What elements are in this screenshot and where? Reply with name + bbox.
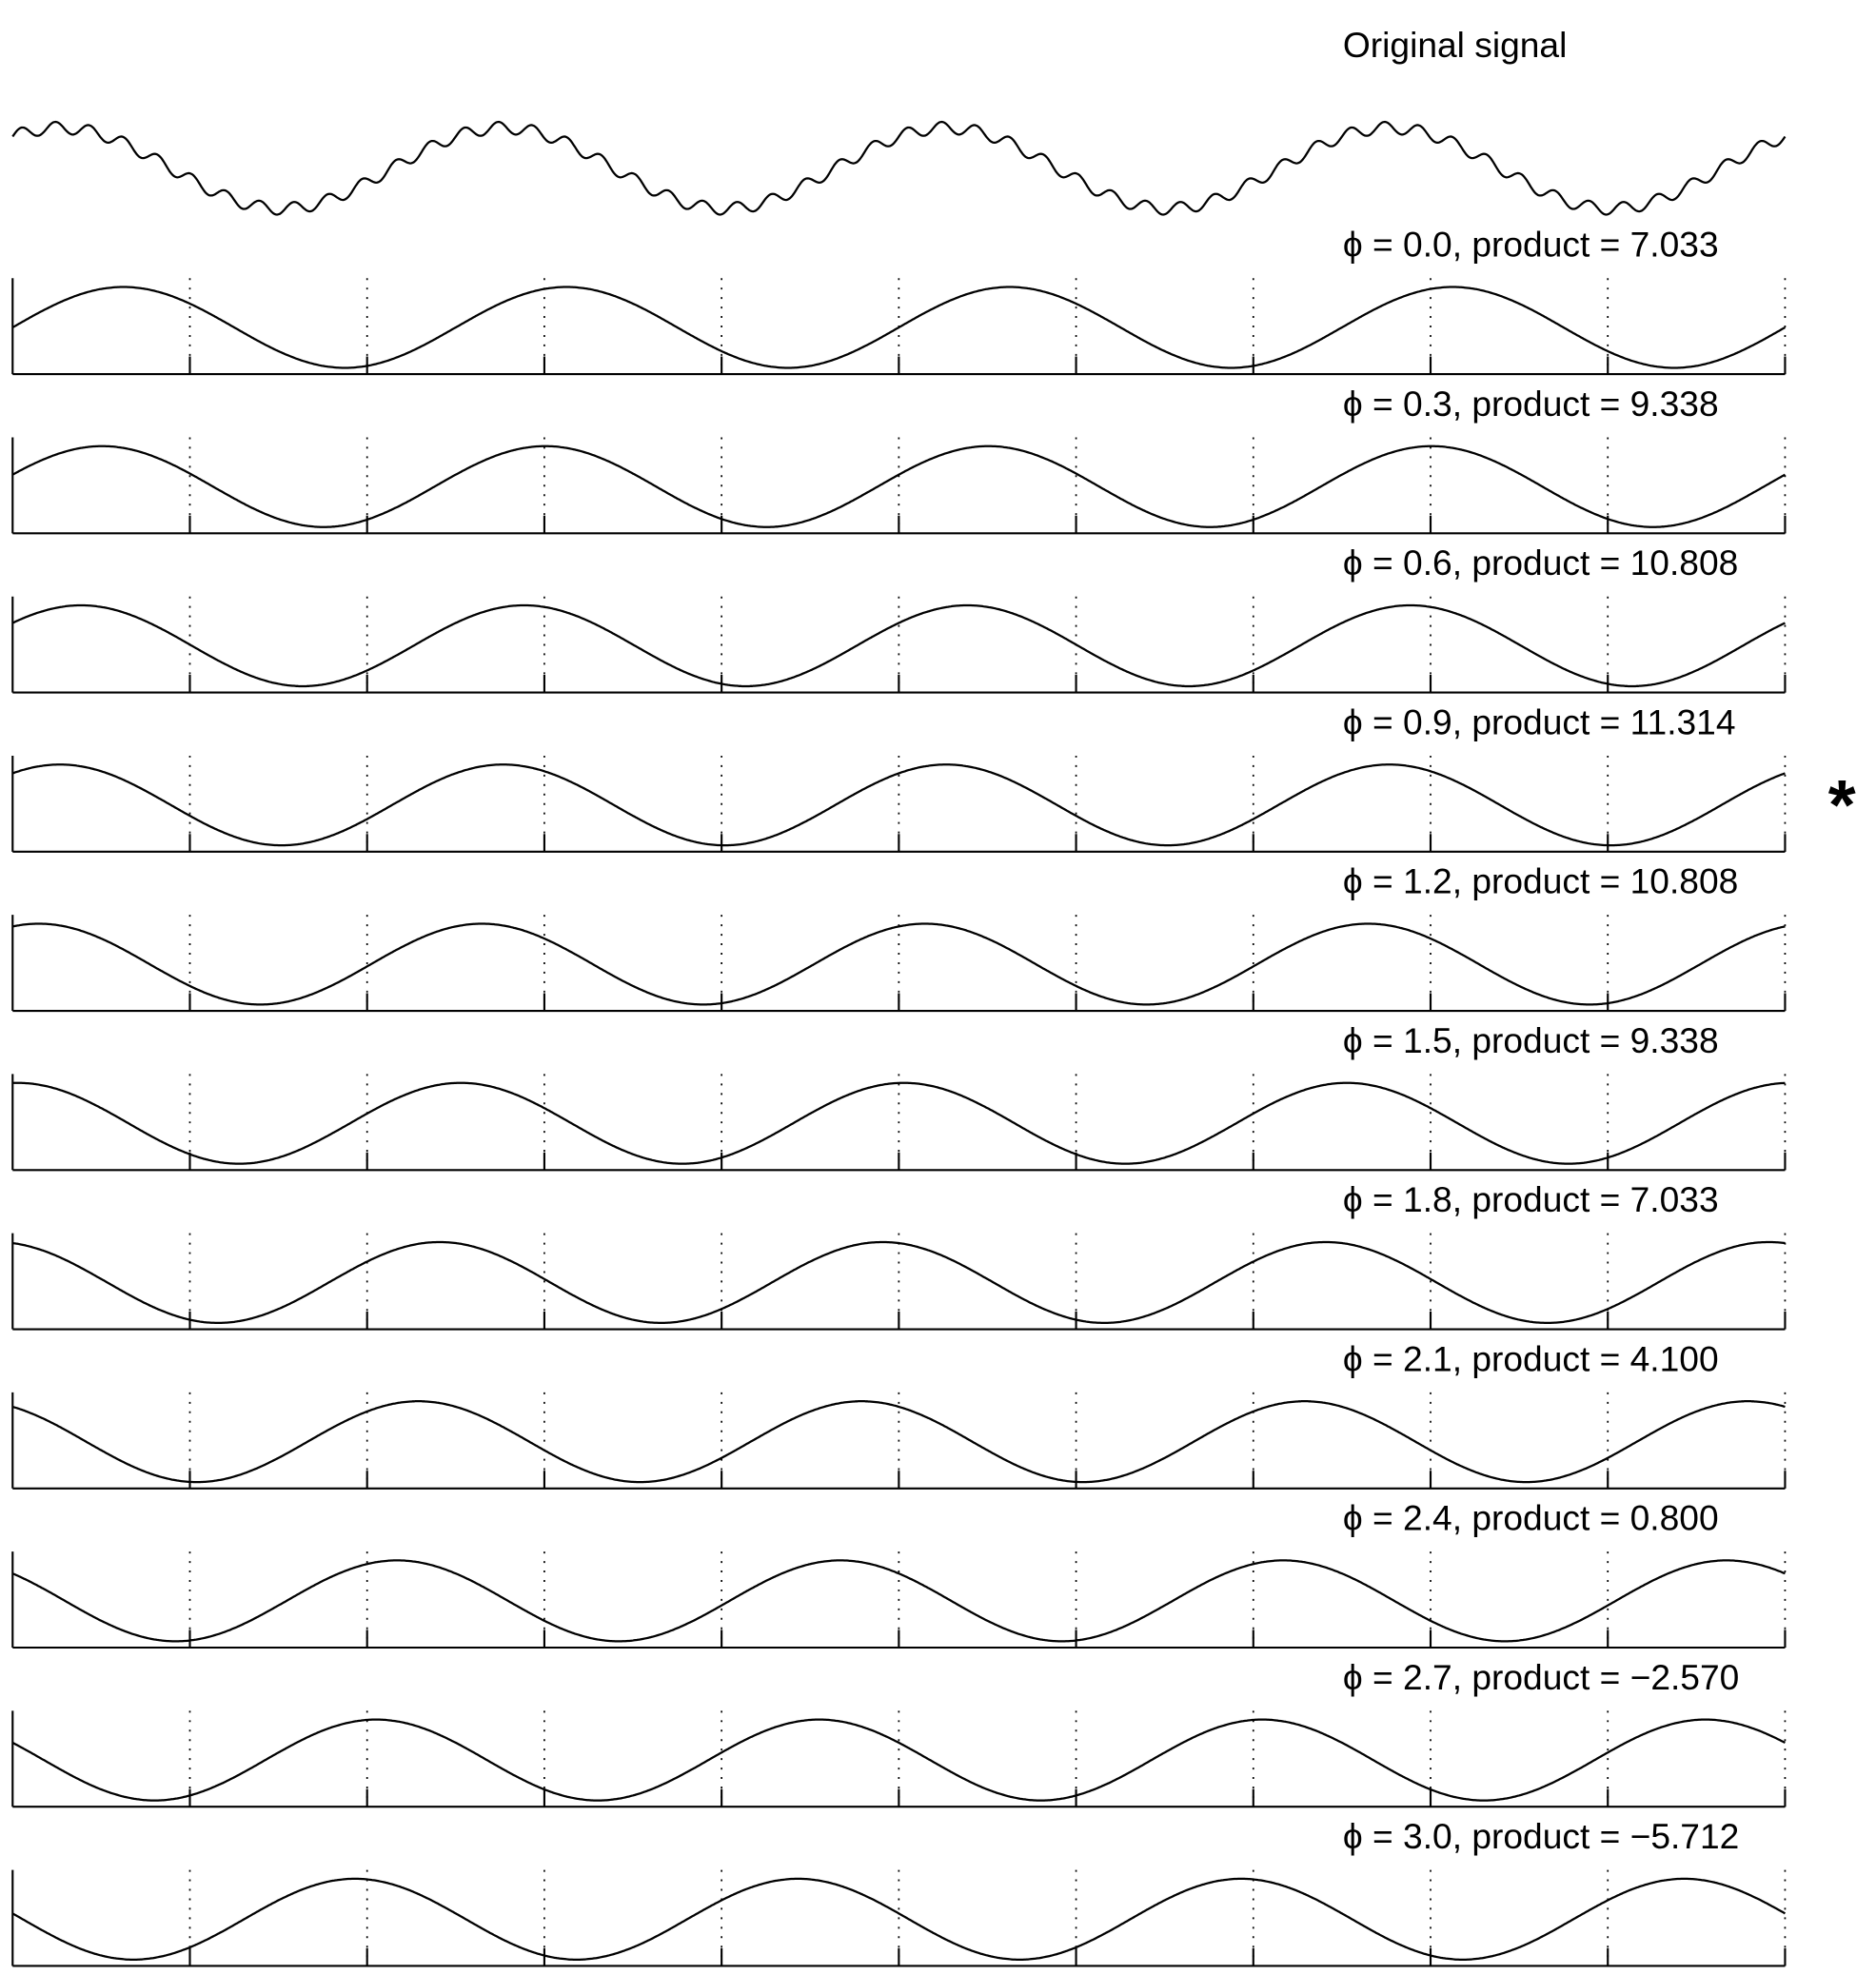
panel-title: ϕ = 1.8, product = 7.033 xyxy=(1343,1179,1719,1219)
panel-title: ϕ = 0.3, product = 9.338 xyxy=(1343,384,1719,424)
panel-title: ϕ = 2.7, product = −2.570 xyxy=(1343,1657,1739,1697)
cosine-line xyxy=(11,763,1786,847)
best-match-marker: * xyxy=(1828,765,1856,844)
panel-title: ϕ = 0.9, product = 11.314 xyxy=(1343,701,1736,741)
cosine-line xyxy=(12,1240,1786,1325)
panel-title: ϕ = 0.6, product = 10.808 xyxy=(1343,543,1738,583)
cosine-line xyxy=(11,603,1786,688)
panel-title: ϕ = 2.4, product = 0.800 xyxy=(1343,1498,1719,1538)
panel-title: ϕ = 3.0, product = −5.712 xyxy=(1343,1816,1739,1856)
panel-title: ϕ = 1.5, product = 9.338 xyxy=(1343,1020,1719,1060)
signal-line xyxy=(11,120,1787,216)
cosine-line xyxy=(11,444,1787,528)
panel-title: Original signal xyxy=(1343,25,1567,65)
cosine-line xyxy=(11,1877,1787,1961)
panel-title: ϕ = 1.2, product = 10.808 xyxy=(1343,861,1738,901)
cosine-line xyxy=(12,1081,1786,1165)
cosine-line xyxy=(11,1559,1786,1643)
panel-title: ϕ = 0.0, product = 7.033 xyxy=(1343,225,1719,265)
panel-title: ϕ = 2.1, product = 4.100 xyxy=(1343,1338,1719,1378)
cosine-line xyxy=(11,1400,1786,1484)
cosine-line xyxy=(11,286,1787,369)
cosine-line xyxy=(11,1718,1786,1802)
cosine-line xyxy=(12,922,1786,1006)
